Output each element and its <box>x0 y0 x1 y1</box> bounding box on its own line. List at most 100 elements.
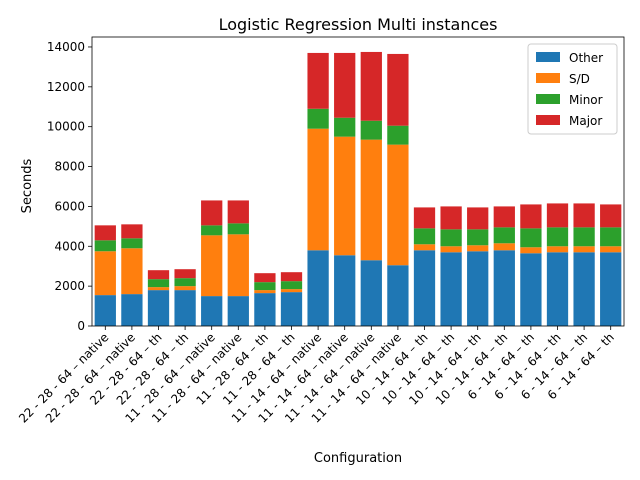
bar-segment-minor-17 <box>546 227 569 247</box>
bar-segment-minor-10 <box>360 120 382 140</box>
legend-label-2: Minor <box>569 93 603 107</box>
bar-segment-minor-19 <box>600 227 622 247</box>
bar-segment-minor-1 <box>121 238 143 249</box>
legend-swatch-2 <box>536 94 560 104</box>
bar-segment-other-5 <box>227 296 249 326</box>
y-tick-label-5: 10000 <box>47 120 85 134</box>
bar-segment-other-19 <box>600 252 622 326</box>
bar-segment-s-d-13 <box>440 246 462 253</box>
bar-segment-other-9 <box>334 255 356 326</box>
bar-segment-other-0 <box>94 295 116 326</box>
bar-segment-s-d-18 <box>573 246 595 253</box>
bar-segment-s-d-16 <box>520 247 542 254</box>
bar-segment-other-12 <box>413 250 436 326</box>
bar-segment-major-12 <box>413 207 436 229</box>
bar-segment-other-17 <box>546 252 569 326</box>
legend-label-0: Other <box>569 51 603 65</box>
bar-segment-minor-6 <box>254 282 276 291</box>
bar-segment-other-16 <box>520 253 542 326</box>
bar-segment-s-d-0 <box>94 251 116 296</box>
bar-segment-minor-14 <box>467 229 489 246</box>
bar-segment-major-5 <box>227 200 249 224</box>
bar-segment-s-d-4 <box>201 235 223 297</box>
bar-segment-major-15 <box>493 206 515 228</box>
y-tick-label-2: 4000 <box>54 239 85 253</box>
bar-segment-other-11 <box>387 265 409 326</box>
bar-segment-major-1 <box>121 224 143 239</box>
bar-segment-s-d-8 <box>307 128 329 251</box>
x-axis-label: Configuration <box>314 451 402 466</box>
bar-segment-minor-15 <box>493 227 515 244</box>
bar-segment-major-17 <box>546 203 569 228</box>
bar-segment-minor-7 <box>280 281 303 290</box>
y-tick-label-1: 2000 <box>54 279 85 293</box>
legend: Other S/D Minor Major <box>527 43 618 135</box>
legend-swatch-0 <box>536 52 560 62</box>
bar-segment-other-13 <box>440 252 462 326</box>
plot-frame <box>91 36 625 327</box>
bar-segment-other-4 <box>201 296 223 326</box>
bar-segment-major-8 <box>307 52 329 109</box>
bar-segment-major-2 <box>147 270 170 280</box>
bar-segment-minor-5 <box>227 223 249 235</box>
bar-segment-s-d-7 <box>280 289 303 293</box>
bar-segment-major-3 <box>174 269 196 279</box>
y-tick-label-7: 14000 <box>47 40 85 54</box>
bar-segment-minor-16 <box>520 228 542 248</box>
bar-segment-other-18 <box>573 252 595 326</box>
bar-segment-s-d-3 <box>174 286 196 291</box>
bar-segment-other-14 <box>467 251 489 326</box>
bar-segment-s-d-15 <box>493 243 515 251</box>
bar-segment-minor-13 <box>440 229 462 247</box>
bar-segment-minor-9 <box>334 117 356 137</box>
bar-segment-major-19 <box>600 204 622 228</box>
bar-segment-major-9 <box>334 52 356 118</box>
legend-swatch-3 <box>536 115 560 125</box>
bar-segment-major-10 <box>360 51 382 121</box>
bar-segment-s-d-11 <box>387 144 409 266</box>
bar-segment-minor-3 <box>174 278 196 287</box>
bar-segment-other-3 <box>174 290 196 326</box>
bar-segment-s-d-5 <box>227 234 249 297</box>
bar-segment-other-7 <box>280 292 303 326</box>
bar-segment-major-0 <box>94 225 116 241</box>
y-axis-label: Seconds <box>20 158 35 213</box>
legend-label-1: S/D <box>569 72 590 86</box>
y-tick-label-4: 8000 <box>54 160 85 174</box>
y-axis: 0 2000 4000 6000 8000 10000 12000 14000 <box>47 40 92 333</box>
legend-box <box>527 43 618 135</box>
bar-segment-s-d-19 <box>600 246 622 253</box>
bar-segment-major-6 <box>254 273 276 283</box>
bar-segment-major-13 <box>440 206 462 230</box>
bar-segment-major-14 <box>467 207 489 230</box>
bar-segment-other-15 <box>493 250 515 326</box>
bar-segment-major-18 <box>573 203 595 228</box>
bar-segment-s-d-12 <box>413 244 436 251</box>
bar-segment-s-d-6 <box>254 290 276 294</box>
bars-layer <box>94 51 622 326</box>
bar-segment-s-d-9 <box>334 136 356 256</box>
bar-segment-minor-2 <box>147 279 170 288</box>
bar-segment-other-2 <box>147 290 170 326</box>
bar-segment-major-4 <box>201 200 223 226</box>
y-tick-label-0: 0 <box>77 319 85 333</box>
bar-segment-other-6 <box>254 293 276 326</box>
bar-segment-s-d-2 <box>147 287 170 291</box>
bar-segment-minor-12 <box>413 228 436 245</box>
bar-segment-minor-8 <box>307 108 329 129</box>
bar-segment-other-8 <box>307 250 329 326</box>
bar-segment-minor-11 <box>387 125 409 145</box>
bar-segment-s-d-10 <box>360 139 382 261</box>
bar-segment-other-1 <box>121 294 143 326</box>
y-tick-label-6: 12000 <box>47 80 85 94</box>
bar-segment-other-10 <box>360 260 382 326</box>
bar-segment-s-d-1 <box>121 248 143 295</box>
bar-segment-s-d-14 <box>467 245 489 252</box>
legend-label-3: Major <box>569 114 602 128</box>
bar-segment-minor-0 <box>94 240 116 252</box>
y-tick-label-3: 6000 <box>54 199 85 213</box>
bar-segment-minor-4 <box>201 225 223 236</box>
bar-segment-major-11 <box>387 53 409 126</box>
bar-segment-s-d-17 <box>546 246 569 253</box>
